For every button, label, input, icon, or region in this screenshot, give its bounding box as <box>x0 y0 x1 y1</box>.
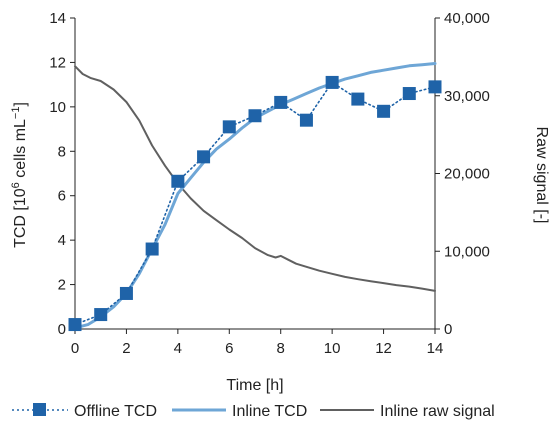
offline-tcd-point <box>171 174 185 188</box>
y-left-tick-label: 14 <box>49 10 66 27</box>
offline-tcd-point <box>68 318 82 332</box>
offline-tcd-point <box>119 286 133 300</box>
offline-tcd-point <box>197 150 211 164</box>
y-left-tick-label: 0 <box>58 321 66 338</box>
legend-inline-tcd-label: Inline TCD <box>232 403 307 420</box>
y-left-tick-label: 6 <box>58 188 66 205</box>
y-right-tick-label: 10,000 <box>444 243 490 260</box>
offline-tcd-point <box>377 104 391 118</box>
offline-tcd-point <box>145 242 159 256</box>
offline-tcd-point <box>402 87 416 101</box>
offline-tcd-point <box>428 80 442 94</box>
x-tick-label: 10 <box>324 340 341 357</box>
legend-offline-marker <box>33 403 46 416</box>
x-tick-label: 2 <box>122 340 130 357</box>
y-left-tick-label: 4 <box>58 232 66 249</box>
x-tick-label: 0 <box>71 340 79 357</box>
offline-tcd-point <box>94 308 108 322</box>
x-tick-label: 8 <box>277 340 285 357</box>
series-line-inline-raw-signal <box>74 65 436 292</box>
offline-tcd-point <box>299 113 313 127</box>
x-tick-label: 4 <box>174 340 182 357</box>
legend-raw-signal-label: Inline raw signal <box>380 403 495 420</box>
y-right-tick-label: 0 <box>444 321 452 338</box>
y-left-tick-label: 10 <box>49 99 66 116</box>
y-right-tick-label: 40,000 <box>444 10 490 27</box>
y-left-tick-label: 12 <box>49 54 66 71</box>
x-tick-label: 12 <box>375 340 392 357</box>
offline-tcd-point <box>325 75 339 89</box>
y-axis-right-label: Raw signal [-] <box>533 127 550 224</box>
y-left-tick-label: 2 <box>58 277 66 294</box>
offline-tcd-point <box>351 92 365 106</box>
legend: Offline TCD Inline TCD Inline raw signal <box>12 403 495 420</box>
y-axis-left-label: TCD [106 cells mL−1] <box>10 102 29 248</box>
y-right-tick-label: 20,000 <box>444 166 490 183</box>
x-tick-label: 14 <box>427 340 444 357</box>
x-axis-label: Time [h] <box>226 377 283 394</box>
legend-offline-label: Offline TCD <box>74 403 157 420</box>
offline-tcd-point <box>274 95 288 109</box>
x-tick-label: 6 <box>225 340 233 357</box>
y-right-tick-label: 30,000 <box>444 88 490 105</box>
y-left-tick-label: 8 <box>58 143 66 160</box>
offline-tcd-point <box>248 109 262 123</box>
offline-tcd-point <box>222 120 236 134</box>
